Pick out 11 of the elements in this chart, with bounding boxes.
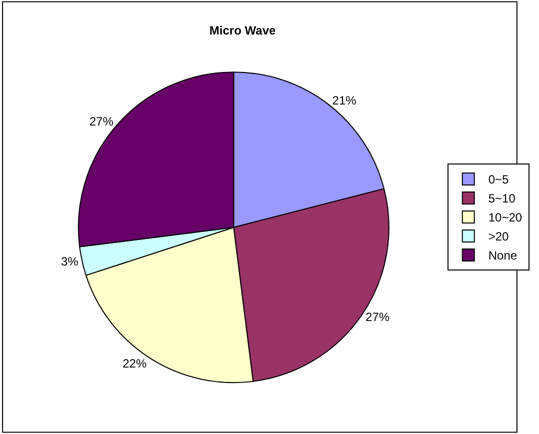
data-label: 27% (89, 114, 114, 129)
data-label: 22% (122, 356, 147, 370)
legend-label: None (488, 248, 518, 263)
legend-label: 5~10 (488, 192, 516, 206)
data-label: 3% (60, 254, 79, 269)
legend-label: 0~5 (488, 172, 510, 187)
data-label: 21% (332, 93, 357, 108)
legend-label: 10~20 (488, 210, 522, 225)
legend-label: >20 (488, 230, 510, 244)
data-label: 27% (366, 310, 390, 324)
chart-title: Micro Wave (209, 23, 276, 38)
